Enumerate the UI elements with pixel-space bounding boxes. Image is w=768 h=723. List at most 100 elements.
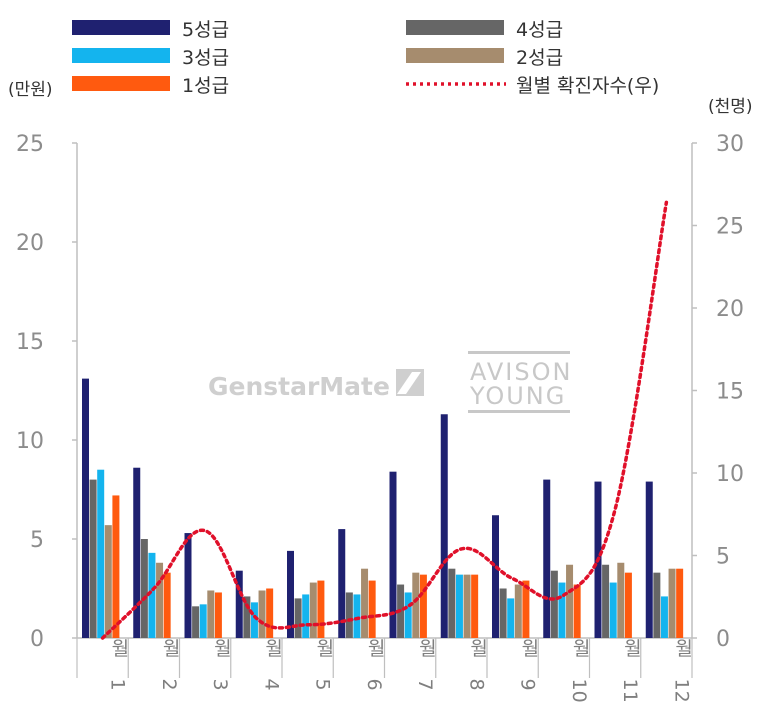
x-axis-labels: 월1 월2 월3 월4 월5 월6 월7 월8 월9 월10 월11 월12 [76,638,693,703]
right-tick-label: 30 [716,132,744,157]
bar-4-month-12 [668,568,676,638]
legend: 5성급 3성급 1성급 4성급 2성급 월별 확진자수(우) [72,19,659,97]
legend-label-2star: 2성급 [516,47,563,69]
bar-2-month-4 [243,596,251,638]
x-tick-label: 월4 [260,638,282,691]
watermark-genstarmate-text: GenstarMate [208,372,390,401]
left-tick-label: 10 [16,429,44,454]
left-tick-label: 15 [16,330,44,355]
x-tick-label: 월12 [670,638,692,703]
bar-4-month-2 [156,562,164,638]
bar-1-month-12 [645,481,653,638]
legend-swatch-3star [72,48,170,63]
bar-1-month-7 [389,471,397,638]
x-tick-label: 월5 [312,638,334,691]
legend-label-cases: 월별 확진자수(우) [516,75,659,97]
bar-5-month-3 [214,592,222,638]
cases-line-layer [100,200,669,640]
left-tick-label: 0 [30,627,44,652]
bar-4-month-6 [361,568,369,638]
bar-3-month-7 [404,592,412,638]
right-tick-label: 15 [716,380,744,405]
legend-item-2star: 2성급 [406,47,563,69]
bar-1-month-1 [82,378,89,638]
bar-3-month-1 [97,469,105,638]
bar-1-month-10 [543,479,551,638]
bar-2-month-11 [602,564,610,638]
bar-5-month-12 [676,568,684,638]
legend-swatch-2star [406,48,504,63]
cases-line [100,200,669,640]
x-tick-label: 월8 [465,638,487,691]
watermark-avison-young: AVISON YOUNG [468,351,570,413]
bar-2-month-5 [294,598,302,638]
bar-series [82,378,684,638]
x-tick-label: 월11 [619,638,641,703]
legend-item-3star: 3성급 [72,47,229,69]
watermark-genstarmate: GenstarMate [208,369,424,401]
bar-3-month-8 [455,574,463,638]
bar-3-month-4 [250,602,258,638]
bar-2-month-10 [550,570,558,638]
legend-label-1star: 1성급 [182,75,229,97]
bar-4-month-3 [207,590,215,638]
bar-4-month-10 [566,564,574,638]
bar-3-month-11 [609,582,617,638]
legend-item-1star: 1성급 [72,75,229,97]
left-tick-label: 20 [16,231,44,256]
bar-5-month-9 [522,580,530,638]
bar-2-month-6 [345,592,353,638]
watermark-genstarmate-slash [397,372,421,394]
bar-2-month-3 [192,606,200,638]
bar-5-month-2 [163,572,171,638]
bar-4-month-9 [514,584,522,638]
bar-4-month-8 [463,574,471,638]
left-axis-unit: (만원) [8,80,53,100]
right-tick-label: 20 [716,297,744,322]
bar-5-month-1 [112,495,120,638]
bar-1-month-6 [338,529,346,638]
bar-5-month-4 [266,588,274,638]
x-tick-label: 월9 [517,638,539,691]
bar-3-month-5 [302,594,310,638]
legend-item-cases: 월별 확진자수(우) [406,75,659,97]
left-tick-label: 5 [30,528,44,553]
legend-label-3star: 3성급 [182,47,229,69]
bar-3-month-6 [353,594,361,638]
right-tick-label: 25 [716,215,744,240]
right-axis-ticks: 0 5 10 15 20 25 30 [692,132,744,652]
x-tick-label: 월6 [363,638,385,691]
bar-1-month-4 [235,570,243,638]
bar-5-month-11 [624,572,632,638]
legend-item-4star: 4성급 [406,19,563,41]
x-tick-label: 월3 [209,638,231,691]
legend-item-5star: 5성급 [72,19,229,41]
legend-label-5star: 5성급 [182,19,229,41]
bar-2-month-2 [140,539,148,638]
legend-label-4star: 4성급 [516,19,563,41]
bar-4-month-5 [309,582,317,638]
bar-3-month-10 [558,582,566,638]
bar-5-month-6 [368,580,376,638]
bar-1-month-3 [184,533,192,638]
bar-4-month-11 [617,562,625,638]
right-tick-label: 0 [716,627,730,652]
right-tick-label: 5 [716,545,730,570]
bar-3-month-2 [148,552,156,638]
x-tick-label: 월2 [158,638,180,691]
watermark-avison-bottom-rule [468,410,570,413]
bar-5-month-5 [317,580,325,638]
bar-1-month-8 [440,414,448,638]
bar-5-month-8 [471,574,479,638]
x-tick-label: 월10 [568,638,590,703]
legend-swatch-5star [72,20,170,35]
left-tick-label: 25 [16,132,44,157]
bar-4-month-4 [258,590,266,638]
watermark-avison-line2: YOUNG [469,382,566,410]
x-tick-label: 월7 [414,638,436,691]
bar-1-month-9 [492,515,499,638]
x-tick-label: 월1 [107,638,129,691]
bar-2-month-8 [448,568,456,638]
legend-swatch-4star [406,20,504,35]
